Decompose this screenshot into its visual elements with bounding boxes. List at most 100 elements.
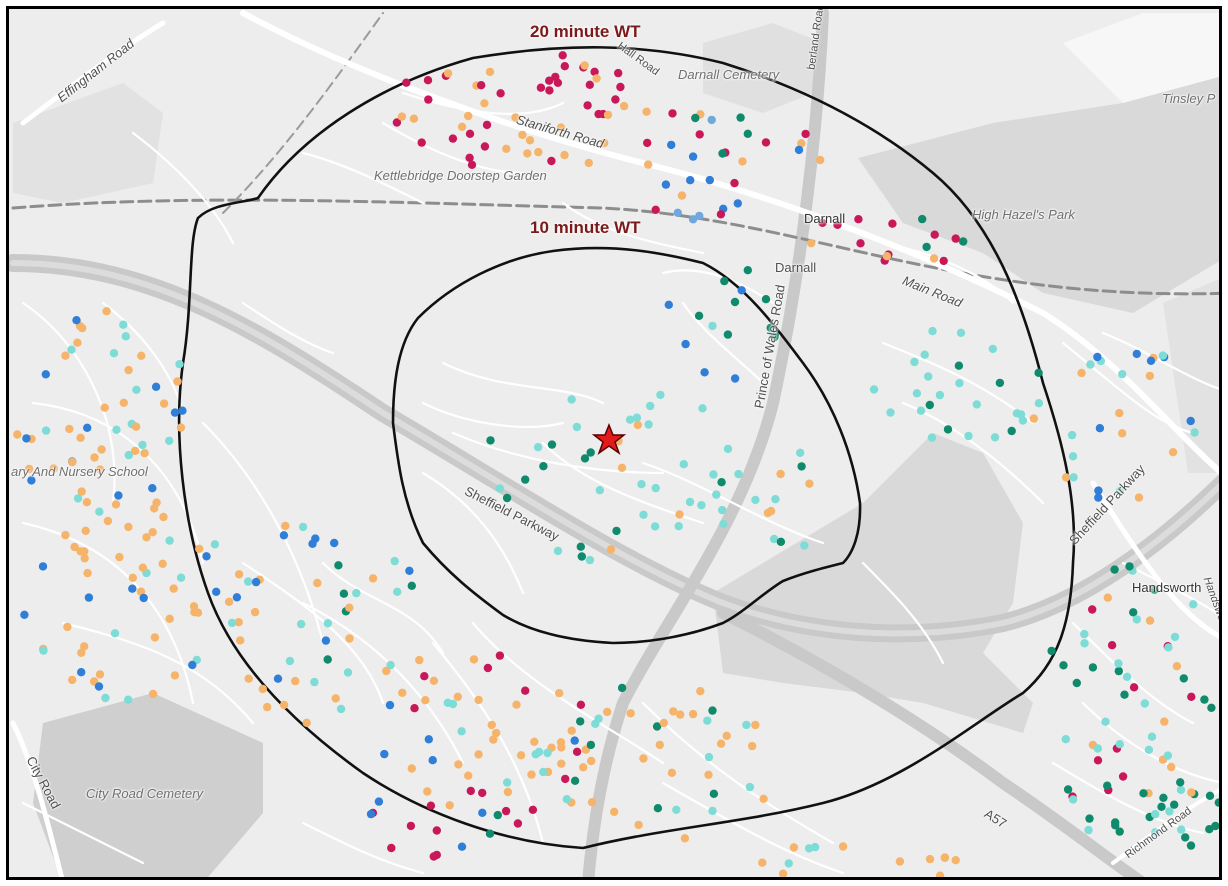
point-marker[interactable] [148,689,158,699]
point-marker[interactable] [717,478,726,487]
point-marker[interactable] [805,479,814,488]
point-marker[interactable] [606,545,616,554]
point-marker[interactable] [165,436,174,445]
point-marker[interactable] [736,113,745,122]
point-marker[interactable] [445,801,454,810]
point-marker[interactable] [951,856,960,865]
point-marker[interactable] [1110,565,1119,574]
point-marker[interactable] [633,420,642,430]
point-marker[interactable] [343,668,353,677]
point-marker[interactable] [128,573,137,582]
point-marker[interactable] [771,495,780,504]
point-marker[interactable] [72,316,81,325]
point-marker[interactable] [1047,646,1056,656]
point-marker[interactable] [503,778,512,787]
point-marker[interactable] [1211,821,1219,831]
point-marker[interactable] [759,794,768,803]
point-marker[interactable] [1115,486,1125,495]
point-marker[interactable] [810,842,820,852]
point-marker[interactable] [380,749,389,759]
point-marker[interactable] [480,142,490,151]
point-marker[interactable] [483,663,493,673]
point-marker[interactable] [600,138,609,148]
point-marker[interactable] [579,763,588,772]
point-marker[interactable] [97,445,106,454]
point-marker[interactable] [1147,732,1157,741]
point-marker[interactable] [935,390,945,400]
point-marker[interactable] [38,562,48,571]
point-marker[interactable] [1159,793,1168,802]
point-marker[interactable] [512,700,521,709]
point-marker[interactable] [943,425,953,434]
point-marker[interactable] [188,660,197,670]
point-marker[interactable] [1129,608,1138,617]
point-marker[interactable] [673,208,682,217]
point-marker[interactable] [797,462,806,471]
point-marker[interactable] [77,668,86,677]
point-marker[interactable] [24,464,34,474]
point-marker[interactable] [770,332,779,342]
point-marker[interactable] [784,859,793,868]
point-marker[interactable] [1165,807,1174,816]
point-marker[interactable] [959,237,968,246]
point-marker[interactable] [474,750,483,759]
point-marker[interactable] [688,709,698,719]
point-marker[interactable] [387,843,396,853]
point-marker[interactable] [448,134,458,143]
point-marker[interactable] [585,80,594,90]
point-marker[interactable] [912,389,922,398]
point-marker[interactable] [677,191,687,200]
point-marker[interactable] [114,491,123,500]
point-marker[interactable] [70,542,79,552]
point-marker[interactable] [776,537,786,546]
point-marker[interactable] [1140,699,1150,708]
point-marker[interactable] [234,618,243,627]
point-marker[interactable] [195,544,204,553]
point-marker[interactable] [895,857,905,866]
point-marker[interactable] [1093,756,1103,765]
point-marker[interactable] [539,767,548,777]
point-marker[interactable] [465,153,474,162]
point-marker[interactable] [617,683,627,693]
point-marker[interactable] [619,101,629,111]
point-marker[interactable] [323,655,332,664]
point-marker[interactable] [392,118,402,127]
point-marker[interactable] [202,552,211,561]
point-marker[interactable] [409,114,419,123]
point-marker[interactable] [352,588,361,598]
point-marker[interactable] [121,332,130,341]
point-marker[interactable] [1120,690,1129,699]
point-marker[interactable] [730,297,740,307]
point-marker[interactable] [421,696,430,705]
point-marker[interactable] [393,587,402,596]
point-marker[interactable] [576,717,585,726]
point-marker[interactable] [1186,841,1196,850]
point-marker[interactable] [916,406,926,415]
point-marker[interactable] [165,536,174,545]
point-marker[interactable] [668,109,677,118]
point-marker[interactable] [1158,351,1168,360]
point-marker[interactable] [296,619,306,629]
point-marker[interactable] [910,357,919,367]
point-marker[interactable] [429,852,438,861]
point-marker[interactable] [553,546,563,556]
point-marker[interactable] [1125,562,1134,571]
point-marker[interactable] [1103,781,1112,790]
point-marker[interactable] [557,759,566,768]
point-marker[interactable] [489,735,498,744]
point-marker[interactable] [766,323,775,333]
point-marker[interactable] [1080,629,1089,639]
point-marker[interactable] [1190,428,1199,437]
point-marker[interactable] [838,842,848,851]
point-marker[interactable] [477,81,486,90]
point-marker[interactable] [556,123,566,132]
point-marker[interactable] [675,510,684,519]
point-marker[interactable] [1122,672,1132,681]
point-marker[interactable] [410,704,419,713]
point-marker[interactable] [119,398,128,407]
point-marker[interactable] [443,69,453,78]
point-marker[interactable] [547,440,557,449]
point-marker[interactable] [131,422,141,431]
point-marker[interactable] [464,111,473,121]
point-marker[interactable] [567,395,576,404]
